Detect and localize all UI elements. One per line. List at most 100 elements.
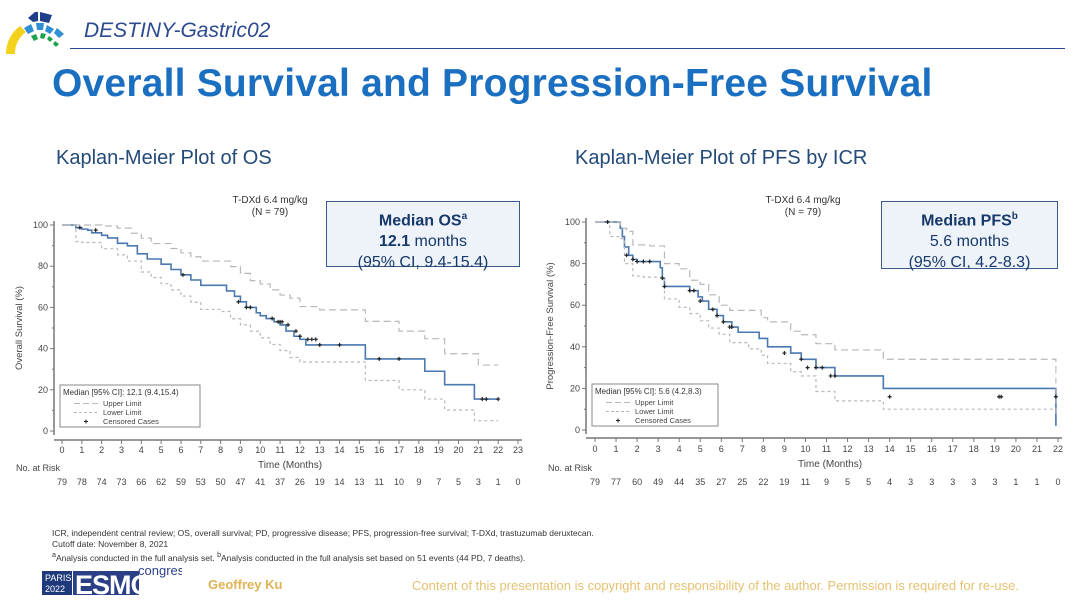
pfs-censor-mark — [624, 253, 629, 258]
os-y-tick-label: 100 — [33, 220, 48, 230]
pfs-x-tick-label: 12 — [843, 444, 853, 454]
pfs-y-tick-label: 80 — [570, 259, 580, 269]
pfs-at-risk-value: 49 — [653, 477, 663, 487]
congress-year: 2022 — [45, 584, 65, 594]
pfs-x-tick-label: 14 — [885, 444, 895, 454]
pfs-plot-title: Kaplan-Meier Plot of PFS by ICR — [575, 147, 868, 169]
pfs-legend-entry: Upper Limit — [635, 398, 674, 407]
pfs-y-tick-label: 20 — [570, 383, 580, 393]
pfs-x-tick-label: 16 — [927, 444, 937, 454]
pfs-legend-title: Median [95% CI]: 5.6 (4.2,8.3) — [595, 387, 702, 396]
pfs-censor-mark — [721, 319, 726, 324]
congress-word: congress — [138, 563, 182, 578]
os-x-tick-label: 7 — [198, 445, 203, 455]
congress-city: PARIS — [45, 573, 71, 583]
pfs-y-tick-label: 0 — [575, 425, 580, 435]
pfs-x-tick-label: 0 — [592, 444, 597, 454]
os-x-tick-label: 17 — [394, 445, 404, 455]
pfs-at-risk-value: 9 — [824, 477, 829, 487]
pfs-x-tick-label: 10 — [800, 444, 810, 454]
os-y-axis-label: Overall Survival (%) — [14, 286, 25, 370]
pfs-at-risk-value: 11 — [801, 477, 810, 487]
pfs-x-tick-label: 7 — [740, 444, 745, 454]
os-at-risk-value: 74 — [97, 477, 107, 487]
pfs-legend-entry: Censored Cases — [635, 416, 691, 425]
pfs-censor-mark — [729, 325, 734, 330]
os-legend-title: Median [95% CI]: 12.1 (9.4,15.4) — [63, 388, 179, 397]
os-x-tick-label: 11 — [275, 445, 284, 455]
os-y-tick-label: 20 — [38, 385, 48, 395]
os-censor-mark — [248, 305, 253, 310]
os-at-risk-value: 14 — [335, 477, 345, 487]
pfs-censor-mark — [820, 365, 825, 370]
esmo-badge — [73, 571, 139, 595]
pfs-median-sup: b — [1011, 211, 1018, 222]
pfs-x-tick-label: 3 — [656, 444, 661, 454]
os-median-heading-text: Median OS — [378, 212, 462, 230]
os-censor-mark — [293, 329, 298, 334]
os-censor-mark — [297, 334, 302, 339]
os-at-risk-value: 59 — [176, 477, 186, 487]
os-upper-ci-curve — [62, 224, 499, 366]
pfs-median-heading: Median PFSb — [882, 206, 1057, 231]
os-x-tick-label: 22 — [493, 445, 503, 455]
os-x-tick-label: 1 — [79, 445, 84, 455]
os-censor-mark — [77, 225, 82, 230]
os-y-tick-label: 0 — [43, 426, 48, 436]
os-x-tick-label: 12 — [295, 445, 305, 455]
esmo-wordmark: ESMO — [75, 570, 151, 595]
os-x-tick-label: 18 — [414, 445, 424, 455]
pfs-upper-ci-curve — [595, 221, 1057, 368]
pfs-censor-mark — [660, 276, 665, 281]
pfs-at-risk-value: 1 — [1013, 477, 1018, 487]
pfs-censor-mark — [999, 394, 1004, 399]
pfs-censor-mark — [687, 288, 692, 293]
pfs-y-tick-label: 60 — [570, 300, 580, 310]
os-censor-mark — [309, 337, 314, 342]
os-at-risk-value: 50 — [216, 477, 226, 487]
pfs-censor-mark — [799, 357, 804, 362]
pfs-at-risk-value: 22 — [758, 477, 768, 487]
os-at-risk-value: 1 — [496, 477, 501, 487]
os-at-risk-label: No. at Risk — [16, 463, 61, 473]
pfs-censor-mark — [828, 373, 833, 378]
pfs-arm-label: T-DXd 6.4 mg/kg (N = 79) — [748, 195, 858, 219]
pfs-at-risk-value: 0 — [1055, 477, 1060, 487]
pfs-x-axis-label: Time (Months) — [798, 459, 862, 470]
pfs-x-tick-label: 18 — [969, 444, 979, 454]
os-legend-entry: Upper Limit — [103, 399, 142, 408]
os-censor-mark — [270, 316, 275, 321]
pfs-censor-mark — [630, 257, 635, 262]
os-arm-n: (N = 79) — [251, 207, 289, 218]
pfs-arm-n: (N = 79) — [784, 207, 822, 218]
study-name: DESTINY-Gastric02 — [84, 19, 271, 42]
pfs-at-risk-value: 3 — [950, 477, 955, 487]
os-censor-mark — [484, 397, 489, 402]
pfs-at-risk-value: 3 — [908, 477, 913, 487]
os-x-tick-label: 2 — [99, 445, 104, 455]
pfs-x-tick-label: 13 — [864, 444, 874, 454]
os-median-box: Median OSa 12.1 months (95% CI, 9.4-15.4… — [326, 201, 520, 271]
pfs-at-risk-value: 4 — [887, 477, 892, 487]
os-censor-mark — [236, 299, 241, 304]
os-at-risk-value: 13 — [354, 477, 364, 487]
os-at-risk-value: 7 — [436, 477, 441, 487]
copyright-notice: Content of this presentation is copyrigh… — [412, 578, 1019, 593]
pfs-x-tick-label: 6 — [719, 444, 724, 454]
os-censor-mark — [244, 305, 249, 310]
os-median-value: 12.1 — [378, 233, 411, 251]
os-x-tick-label: 21 — [473, 445, 483, 455]
pfs-at-risk-value: 3 — [929, 477, 934, 487]
os-x-tick-label: 4 — [139, 445, 144, 455]
pfs-median-heading-text: Median PFS — [921, 212, 1012, 230]
os-censor-mark — [480, 397, 485, 402]
pfs-x-tick-label: 9 — [782, 444, 787, 454]
pfs-censor-mark — [662, 284, 667, 289]
os-x-tick-label: 8 — [218, 445, 223, 455]
os-censor-mark — [305, 337, 310, 342]
pfs-censor-mark — [805, 365, 810, 370]
os-x-tick-label: 6 — [178, 445, 183, 455]
os-legend-entry: Censored Cases — [103, 417, 159, 426]
